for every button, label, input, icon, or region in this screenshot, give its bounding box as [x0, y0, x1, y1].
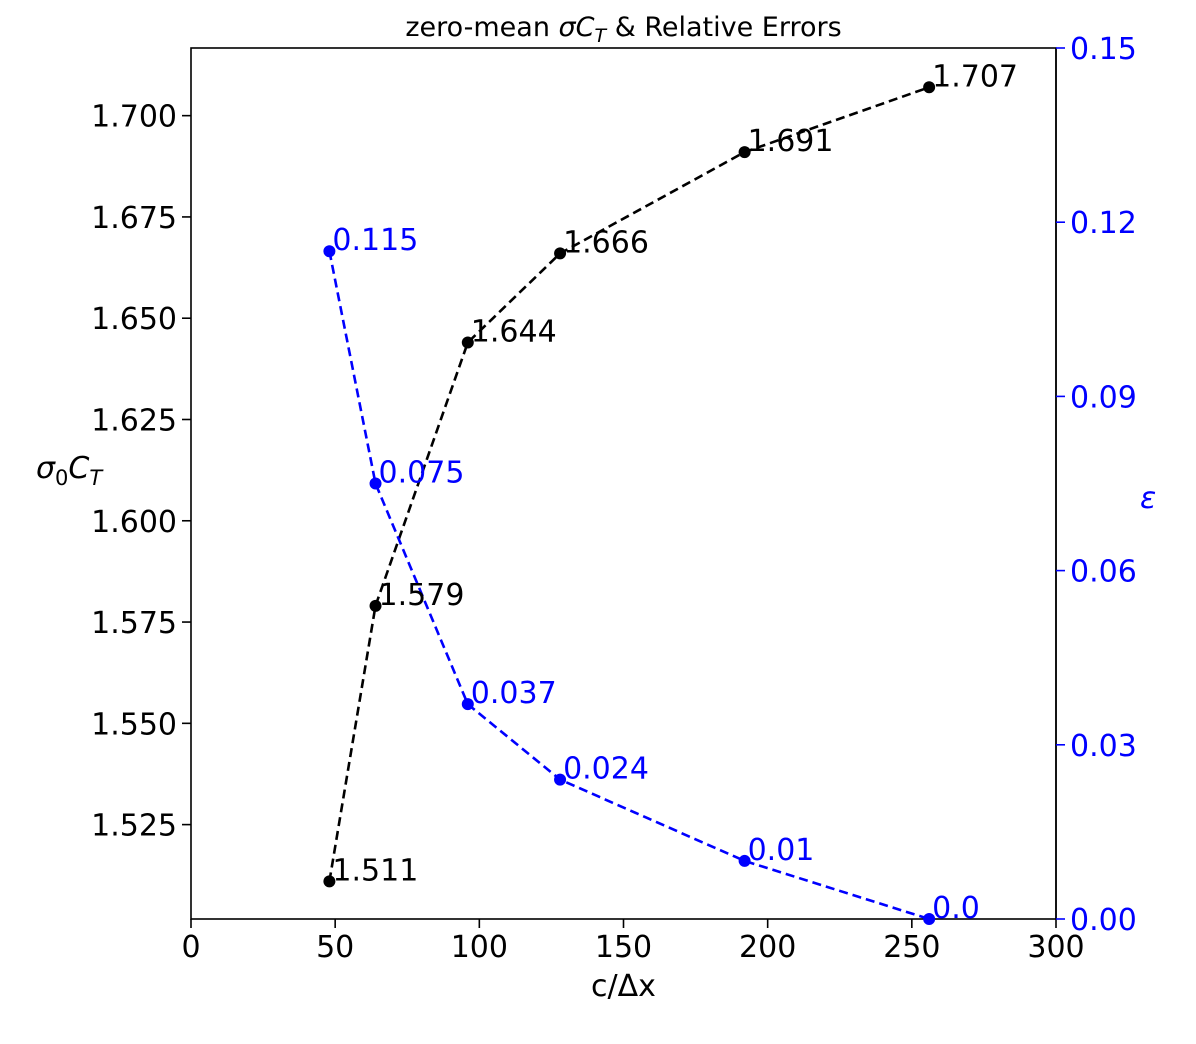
data-label: 0.01	[748, 833, 815, 868]
data-point	[554, 773, 567, 786]
data-label: 0.115	[332, 223, 418, 258]
x-tick-label: 50	[316, 930, 354, 965]
y-left-tick-label: 1.550	[91, 707, 177, 742]
data-label: 0.075	[379, 456, 465, 491]
y-left-tick-label: 1.600	[91, 505, 177, 540]
x-tick-label: 150	[595, 930, 652, 965]
y-right-tick-label: 0.09	[1070, 380, 1137, 415]
data-point	[554, 247, 567, 260]
y-left-tick-label: 1.675	[91, 201, 177, 236]
x-axis-label: c/Δx	[591, 969, 656, 1004]
data-label: 1.644	[471, 315, 557, 350]
y-right-tick-label: 0.15	[1070, 32, 1137, 67]
data-label: 1.707	[932, 59, 1018, 94]
data-point	[923, 81, 936, 94]
series-line-relative-error	[328, 250, 930, 921]
chart-title: zero-mean σCT & Relative Errors	[405, 12, 841, 47]
y-left-tick-label: 1.650	[91, 302, 177, 337]
data-point	[923, 913, 936, 925]
y-left-tick-label: 1.575	[91, 606, 177, 641]
y-right-tick-label: 0.12	[1070, 206, 1137, 241]
data-label: 0.024	[563, 752, 649, 787]
plot-frame	[190, 47, 1057, 920]
x-tick-label: 300	[1027, 930, 1084, 965]
data-point	[369, 477, 382, 490]
data-label: 0.037	[471, 676, 557, 711]
data-point	[738, 146, 751, 159]
data-point	[461, 698, 474, 711]
data-label: 0.0	[932, 891, 980, 926]
data-label: 1.511	[332, 853, 418, 888]
data-label: 1.666	[563, 225, 649, 260]
data-label: 1.579	[379, 578, 465, 613]
y-left-tick-label: 1.525	[91, 809, 177, 844]
data-point	[323, 875, 336, 888]
data-label: 1.691	[748, 124, 834, 159]
x-tick-label: 0	[181, 930, 200, 965]
x-tick-label: 100	[451, 930, 508, 965]
x-tick-label: 250	[883, 930, 940, 965]
y-right-tick-label: 0.00	[1070, 903, 1137, 938]
y-left-tick-label: 1.625	[91, 403, 177, 438]
x-tick-label: 200	[739, 930, 796, 965]
series-line-sigma-ct	[328, 86, 930, 882]
y-right-tick-label: 0.06	[1070, 555, 1137, 590]
y-right-tick-label: 0.03	[1070, 729, 1137, 764]
y-axis-label-right: ε	[1140, 481, 1156, 516]
y-left-tick-label: 1.700	[91, 100, 177, 135]
data-point	[369, 599, 382, 612]
y-axis-label-left: σ0CT	[36, 451, 104, 490]
data-point	[323, 245, 336, 258]
data-point	[461, 336, 474, 349]
data-point	[738, 854, 751, 867]
